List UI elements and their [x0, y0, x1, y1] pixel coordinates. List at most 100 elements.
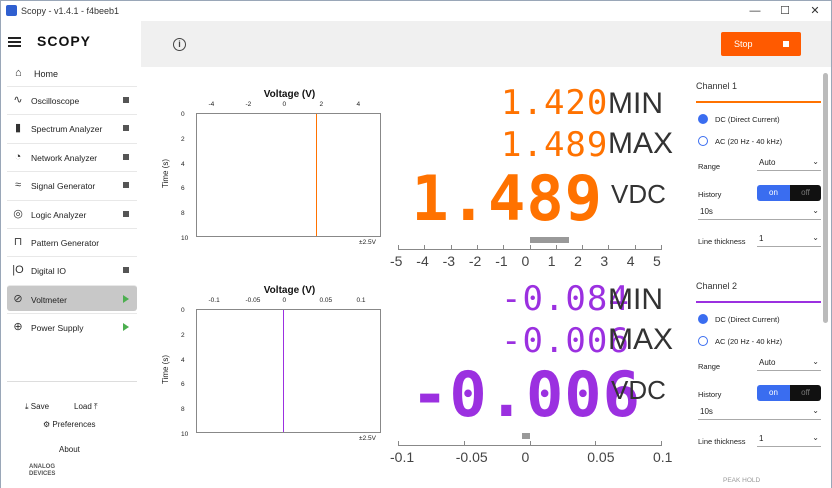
nav-item-logic-analyzer[interactable]: ◎ Logic Analyzer [7, 199, 137, 226]
power-icon: ⊕ [13, 321, 23, 334]
history-dropdown[interactable]: 10s ⌄ [698, 406, 821, 420]
range-value: Auto [759, 158, 776, 167]
main-area: i Stop Voltage (V) -4 -2 0 2 4 0 2 4 6 8 10 Time (s)… [141, 21, 831, 488]
preferences-button[interactable]: ⚙ Preferences [43, 420, 96, 429]
preferences-label: Preferences [52, 420, 96, 429]
status-indicator [123, 97, 129, 103]
scale-tick-label: 2 [574, 253, 582, 269]
nav-item-signal-generator[interactable]: ≈ Signal Generator [7, 171, 137, 197]
nav-item-spectrum-analyzer[interactable]: ▮ Spectrum Analyzer [7, 114, 137, 140]
value-unit: VDC [611, 179, 666, 209]
max-unit: MAX [608, 323, 674, 356]
y-tick-label: 10 [181, 235, 189, 242]
ac-label: AC (20 Hz - 40 kHz) [715, 137, 783, 146]
scale-tick-label: 0.05 [587, 449, 615, 465]
range-dropdown[interactable]: Auto ⌄ [757, 157, 821, 171]
signal-icon: ≈ [14, 179, 22, 192]
about-button[interactable]: About [59, 445, 80, 454]
load-icon: ⤒ [94, 402, 98, 411]
history-toggle[interactable]: on off [757, 385, 821, 401]
x-tick-label: -0.05 [245, 297, 261, 304]
home-icon: ⌂ [15, 67, 22, 79]
y-axis-label: Time (s) [161, 158, 171, 189]
sidebar-footer: ⤓ Save Load ⤒ ⚙ Preferences About ANALOG… [7, 381, 137, 481]
panel-scrollbar[interactable] [823, 73, 828, 323]
history-dropdown[interactable]: 10s ⌄ [698, 206, 821, 220]
channel-underline [696, 101, 821, 103]
scale-tick-mark [424, 245, 426, 250]
scale-tick-mark [398, 245, 399, 250]
ch1-trace [316, 114, 318, 236]
range-label: ±2.5V [359, 239, 376, 246]
ac-label: AC (20 Hz - 40 kHz) [715, 337, 783, 346]
adi-brand-line1: ANALOG [29, 464, 55, 470]
stop-button[interactable]: Stop [721, 32, 801, 56]
scale-tick-mark [450, 245, 452, 250]
pattern-icon: ⊓ [13, 236, 23, 248]
scale-tick-label: -5 [390, 253, 403, 269]
nav-item-label: Oscilloscope [31, 96, 80, 106]
x-tick-label: -4 [208, 101, 215, 108]
chevron-down-icon: ⌄ [812, 206, 819, 215]
plot-panel: Voltage (V) -4 -2 0 2 4 0 2 4 6 8 10 Time (s) ±2.5V 1.… [141, 67, 683, 488]
save-icon: ⤓ [25, 402, 29, 411]
ch2-trace [282, 310, 284, 432]
nav-item-label: Pattern Generator [31, 238, 100, 248]
nav-item-digital-io[interactable]: |O Digital IO [7, 256, 137, 282]
hist-title: Voltage (V) [263, 89, 316, 100]
close-button[interactable]: ✕ [810, 5, 820, 17]
nav-item-label: Logic Analyzer [31, 209, 87, 220]
y-tick-label: 0 [181, 307, 185, 314]
range-label: Range [698, 162, 721, 171]
ch2-plot-canvas[interactable] [196, 309, 381, 433]
line-thickness-dropdown[interactable]: 1 ⌄ [757, 233, 821, 247]
maximize-button[interactable]: ☐ [780, 5, 790, 17]
ch1-history-plot: Voltage (V) -4 -2 0 2 4 0 2 4 6 8 10 Time (s) ±2.5V [141, 89, 391, 289]
ch1-plot-canvas[interactable] [196, 113, 381, 237]
nav-item-network-analyzer[interactable]: ◔ Network Analyzer [7, 142, 137, 169]
history-toggle[interactable]: on off [757, 185, 821, 201]
thickness-value: 1 [759, 434, 764, 443]
line-thickness-dropdown[interactable]: 1 ⌄ [757, 433, 821, 447]
scale-tick-mark [634, 245, 636, 250]
channel-title: Channel 2 [696, 281, 738, 291]
minimize-button[interactable]: — [749, 5, 761, 17]
run-indicator [123, 294, 129, 303]
nav-item-oscilloscope[interactable]: ∿ Oscilloscope [7, 86, 137, 112]
dc-radio[interactable] [698, 114, 708, 124]
chevron-down-icon: ⌄ [812, 233, 819, 242]
status-indicator [123, 125, 129, 132]
y-tick-label: 6 [181, 381, 185, 389]
scale-tick-label: -0.1 [390, 449, 415, 465]
range-label: ±2.5V [359, 435, 376, 442]
dc-label: DC (Direct Current) [715, 315, 780, 324]
peak-hold-label[interactable]: PEAK HOLD [723, 477, 761, 484]
voltmeter-icon: ⊘ [13, 292, 23, 305]
gear-icon: ⚙ [43, 420, 51, 429]
history-value: 10s [700, 207, 713, 216]
nav-item-power-supply[interactable]: ⊕ Power Supply [7, 313, 137, 339]
status-indicator [123, 153, 129, 160]
ac-radio[interactable] [698, 336, 708, 346]
nav-home[interactable]: ⌂ Home [7, 64, 137, 84]
scale-tick-label: 3 [600, 253, 609, 269]
history-value: 10s [700, 407, 713, 416]
info-icon[interactable]: i [173, 38, 186, 51]
dc-radio[interactable] [698, 314, 708, 324]
toggle-off: off [790, 385, 821, 401]
nav-item-voltmeter[interactable]: ⊘ Voltmeter [7, 284, 137, 311]
scale-tick-label: 5 [653, 253, 661, 269]
title-bar: Scopy - v1.4.1 - f4beeb1 — ☐ ✕ [1, 1, 831, 21]
load-button[interactable]: Load ⤒ [74, 402, 98, 412]
y-tick-label: 0 [181, 111, 185, 118]
menu-icon[interactable] [8, 37, 21, 47]
channel-title: Channel 1 [696, 81, 738, 91]
logic-icon: ◎ [13, 207, 23, 220]
range-dropdown[interactable]: Auto ⌄ [757, 357, 821, 371]
run-indicator [123, 323, 129, 332]
save-button[interactable]: ⤓ Save [25, 402, 49, 412]
nav-item-pattern-generator[interactable]: ⊓ Pattern Generator [7, 228, 137, 254]
ac-radio[interactable] [698, 136, 708, 146]
stop-icon [783, 41, 789, 47]
